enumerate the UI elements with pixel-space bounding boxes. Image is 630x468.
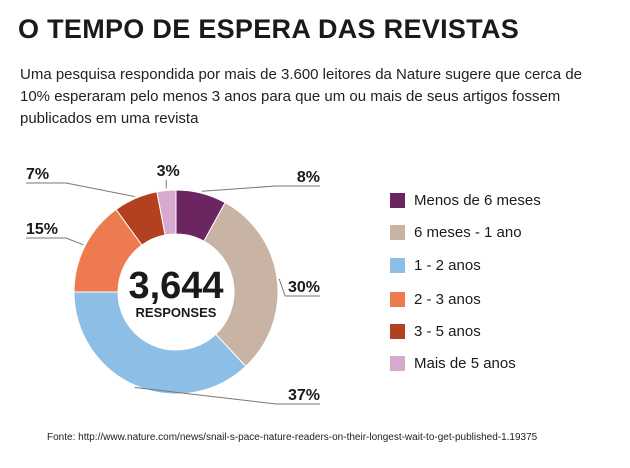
legend-item-menos-de-6-meses: Menos de 6 meses xyxy=(390,192,541,209)
slice-6-meses-1-ano xyxy=(203,201,279,368)
legend-swatch xyxy=(390,324,405,339)
legend-item-6-meses-1-ano: 6 meses - 1 ano xyxy=(390,224,522,241)
slice-mais-de-5-anos xyxy=(156,189,177,236)
percent-label-menos-de-6-meses: 8% xyxy=(297,169,320,186)
slice-leader-lines xyxy=(26,180,320,405)
legend-item-mais-de-5-anos: Mais de 5 anos xyxy=(390,355,516,372)
legend-label: 6 meses - 1 ano xyxy=(414,224,522,241)
percent-label-6-meses-1-ano: 30% xyxy=(288,279,320,296)
legend-label: 1 - 2 anos xyxy=(414,257,481,274)
legend-item-1-2-anos: 1 - 2 anos xyxy=(390,257,481,274)
source-note: Fonte: http://www.nature.com/news/snail-… xyxy=(47,432,538,443)
legend-swatch xyxy=(390,258,405,273)
leader-line-2-3-anos xyxy=(26,237,84,246)
legend-item-3-5-anos: 3 - 5 anos xyxy=(390,323,481,340)
legend-item-2-3-anos: 2 - 3 anos xyxy=(390,291,481,308)
legend-label: Mais de 5 anos xyxy=(414,355,516,372)
legend-swatch xyxy=(390,292,405,307)
legend-label: 2 - 3 anos xyxy=(414,291,481,308)
legend-swatch xyxy=(390,225,405,240)
leader-line-menos-de-6-meses xyxy=(201,185,320,192)
percent-label-2-3-anos: 15% xyxy=(26,221,58,238)
chart-subtitle: Uma pesquisa respondida por mais de 3.60… xyxy=(20,66,583,127)
percent-label-mais-de-5-anos: 3% xyxy=(157,163,180,180)
legend-label: Menos de 6 meses xyxy=(414,192,541,209)
center-label: RESPONSES xyxy=(136,305,217,320)
legend-swatch xyxy=(390,193,405,208)
center-value: 3,644 xyxy=(128,265,223,307)
percent-label-1-2-anos: 37% xyxy=(288,387,320,404)
legend-swatch xyxy=(390,356,405,371)
chart-title: O TEMPO DE ESPERA DAS REVISTAS xyxy=(18,14,520,44)
leader-line-1-2-anos xyxy=(134,386,320,405)
slice-percent-labels: 8% 30% 37% 15% 7% 3% xyxy=(26,163,320,404)
leader-line-6-meses-1-ano xyxy=(278,278,320,297)
percent-label-3-5-anos: 7% xyxy=(26,166,49,183)
leader-line-3-5-anos xyxy=(26,182,135,198)
legend-label: 3 - 5 anos xyxy=(414,323,481,340)
